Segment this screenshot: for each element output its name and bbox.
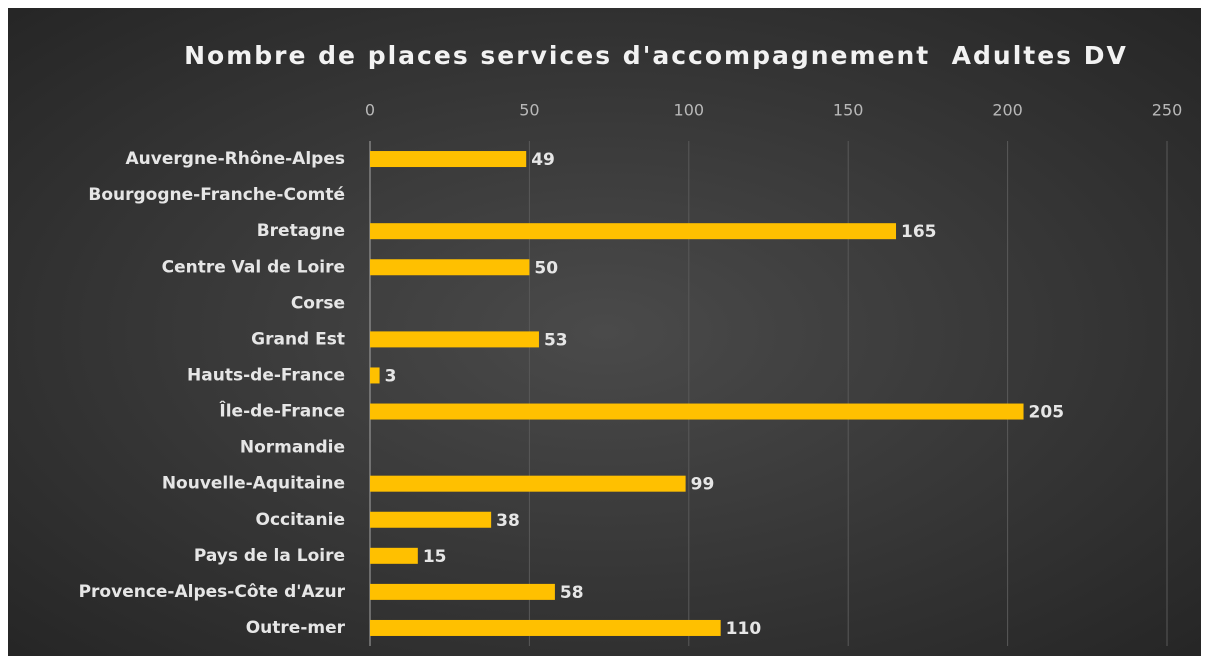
data-label: 165 <box>901 222 937 242</box>
bar <box>370 331 539 348</box>
data-label: 205 <box>1029 403 1065 423</box>
data-label: 110 <box>726 619 762 639</box>
x-tick-label: 50 <box>519 101 539 120</box>
y-tick-label: Nouvelle-Aquitaine <box>162 474 345 494</box>
x-tick-label: 150 <box>833 101 864 120</box>
data-label: 15 <box>423 547 447 567</box>
x-tick-label: 250 <box>1152 101 1183 120</box>
data-label: 53 <box>544 330 568 350</box>
bar <box>370 259 530 276</box>
chart-background <box>8 8 1201 656</box>
y-tick-label: Grand Est <box>251 329 345 349</box>
y-tick-label: Corse <box>291 293 345 313</box>
bar <box>370 151 527 168</box>
bar <box>370 475 686 492</box>
y-tick-label: Bretagne <box>257 221 345 241</box>
y-tick-label: Hauts-de-France <box>187 365 345 385</box>
y-tick-label: Île-de-France <box>219 400 345 422</box>
x-tick-label: 0 <box>365 101 375 120</box>
bar <box>370 619 721 636</box>
bar <box>370 367 380 384</box>
bar <box>370 511 492 528</box>
data-label: 49 <box>531 150 555 170</box>
data-label: 50 <box>534 258 558 278</box>
y-tick-label: Provence-Alpes-Côte d'Azur <box>79 582 346 602</box>
data-label: 58 <box>560 583 584 603</box>
y-tick-label: Bourgogne-Franche-Comté <box>88 185 345 205</box>
y-tick-label: Centre Val de Loire <box>162 257 345 277</box>
bar <box>370 223 897 240</box>
x-tick-label: 100 <box>674 101 705 120</box>
y-tick-label: Normandie <box>240 438 345 458</box>
y-tick-label: Pays de la Loire <box>194 546 345 566</box>
data-label: 38 <box>496 511 520 531</box>
y-tick-label: Outre-mer <box>246 618 346 638</box>
y-tick-label: Auvergne-Rhône-Alpes <box>126 149 345 169</box>
bar <box>370 583 555 600</box>
y-tick-label: Occitanie <box>256 510 346 530</box>
bar <box>370 547 418 564</box>
data-label: 99 <box>691 475 715 495</box>
data-label: 3 <box>385 366 397 386</box>
bar <box>370 403 1024 420</box>
x-tick-label: 200 <box>992 101 1023 120</box>
chart-title: Nombre de places services d'accompagneme… <box>184 41 1128 70</box>
